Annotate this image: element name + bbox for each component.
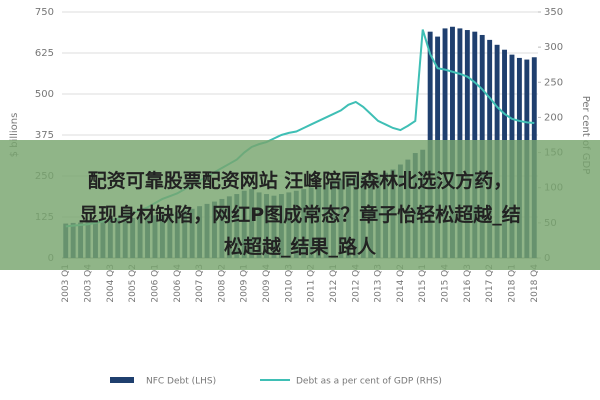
x-tick-label: 2014 Q2 (396, 264, 406, 303)
y2-tick-label: 200 (544, 112, 563, 123)
x-tick-label: 2007 Q3 (195, 264, 205, 303)
x-tick-label: 2012 Q4 (351, 264, 361, 303)
x-tick-label: 2008 Q2 (217, 264, 227, 303)
overlay-line: 配资可靠股票配资网站 汪峰陪同森林北选汉方药， (87, 170, 513, 192)
x-tick-label: 2015 Q4 (441, 264, 451, 303)
x-tick-label: 2017 Q2 (485, 264, 495, 303)
legend-label: Debt as a per cent of GDP (RHS) (296, 377, 442, 387)
y2-tick-label: 300 (544, 42, 563, 53)
x-tick-label: 2015 Q1 (418, 264, 428, 303)
y2-tick-label: 350 (544, 7, 563, 18)
x-tick-label: 2005 Q2 (128, 264, 138, 303)
x-tick-label: 2009 Q1 (240, 264, 250, 303)
y-tick-label: 750 (35, 7, 54, 18)
x-tick-label: 2011 Q2 (307, 264, 317, 303)
x-tick-label: 2012 Q1 (329, 264, 339, 303)
y-tick-label: 500 (35, 89, 54, 100)
x-tick-label: 2018 Q1 (507, 264, 517, 303)
x-tick-label: 2004 Q3 (106, 264, 116, 303)
x-tick-label: 2010 Q3 (284, 264, 294, 303)
x-tick-label: 2006 Q1 (150, 264, 160, 303)
x-tick-label: 2003 Q1 (61, 264, 71, 303)
y-tick-label: 625 (35, 48, 54, 59)
y2-tick-label: 250 (544, 77, 563, 88)
x-tick-label: 2006 Q4 (173, 264, 183, 303)
x-tick-label: 2016 Q3 (463, 264, 473, 303)
overlay-line: 显现身材缺陷，网红P图成常态？章子怡轻松超越_结 (79, 204, 521, 226)
overlay-banner: 配资可靠股票配资网站 汪峰陪同森林北选汉方药， 显现身材缺陷，网红P图成常态？章… (0, 140, 600, 270)
x-tick-label: 2003 Q4 (84, 264, 94, 303)
x-tick-label: 2009 Q4 (262, 264, 272, 303)
y2-axis-label: Per cent of GDP (580, 96, 591, 175)
y-axis-label: $ billions (9, 113, 20, 158)
x-tick-label: 2013 Q3 (374, 264, 384, 303)
y-tick-label: 375 (35, 130, 54, 141)
overlay-line: 松超越_结果_路人 (223, 236, 376, 258)
legend-label: NFC Debt (LHS) (146, 377, 216, 387)
x-tick-label: 2018 Q4 (530, 264, 540, 303)
legend-swatch (110, 377, 134, 383)
